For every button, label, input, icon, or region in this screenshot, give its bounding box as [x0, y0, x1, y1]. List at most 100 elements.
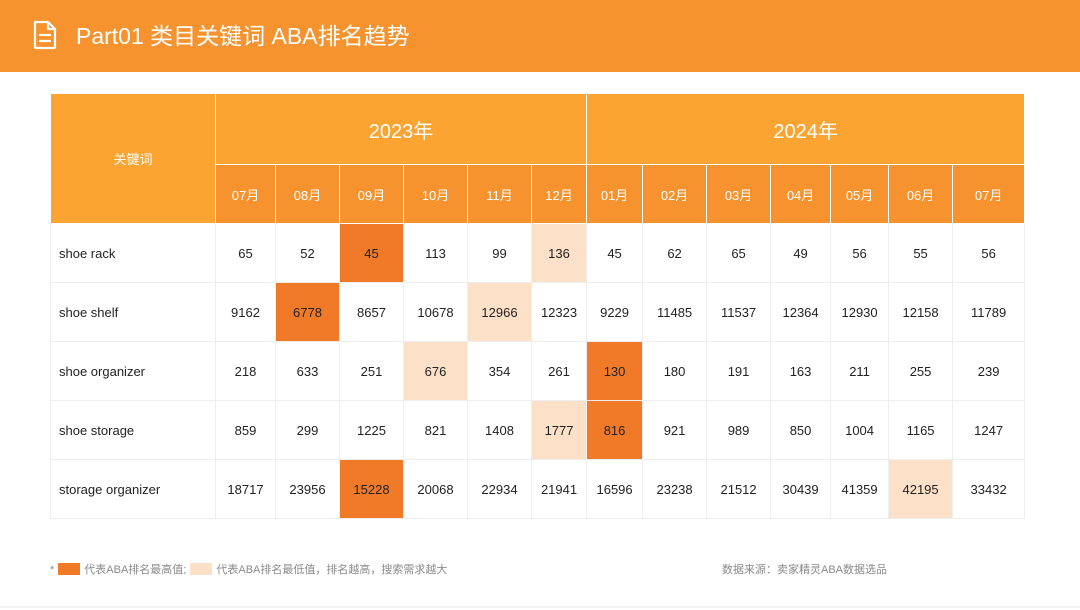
rank-cell: 55	[888, 223, 954, 283]
rank-cell: 9162	[215, 282, 276, 342]
rank-cell: 921	[642, 400, 708, 460]
month-header: 07月	[952, 164, 1026, 224]
rank-cell: 8657	[339, 282, 404, 342]
rank-cell: 20068	[403, 459, 468, 519]
keyword-cell: shoe storage	[50, 400, 216, 460]
rank-cell: 23956	[275, 459, 340, 519]
rank-cell: 99	[467, 223, 532, 283]
rank-cell: 1247	[952, 400, 1026, 460]
document-icon	[33, 20, 57, 50]
table-row: storage organizer 18717 23956 15228 2006…	[50, 459, 1026, 519]
rank-cell: 299	[275, 400, 340, 460]
rank-cell: 11485	[642, 282, 708, 342]
rank-cell: 41359	[830, 459, 890, 519]
rank-cell: 354	[467, 341, 532, 401]
rank-cell: 15228	[339, 459, 404, 519]
header-bar: Part01 类目关键词 ABA排名趋势	[0, 0, 1080, 72]
rank-cell: 45	[339, 223, 404, 283]
rank-cell: 16596	[586, 459, 644, 519]
month-header: 04月	[770, 164, 832, 224]
year-header-2023: 2023年	[214, 93, 588, 165]
rank-cell: 30439	[770, 459, 832, 519]
legend-high-text: 代表ABA排名最高值;	[84, 564, 187, 576]
rank-cell: 49	[770, 223, 832, 283]
month-header: 01月	[586, 164, 644, 224]
rank-cell: 191	[706, 341, 772, 401]
rank-cell: 239	[952, 341, 1026, 401]
table-row: shoe shelf 9162 6778 8657 10678 12966 12…	[50, 282, 1026, 342]
rank-cell: 22934	[467, 459, 532, 519]
rank-cell: 56	[830, 223, 890, 283]
rank-cell: 45	[586, 223, 644, 283]
rank-cell: 1777	[530, 400, 588, 460]
rank-cell: 23238	[642, 459, 708, 519]
rank-cell: 113	[403, 223, 468, 283]
rank-cell: 816	[586, 400, 644, 460]
rank-cell: 11789	[952, 282, 1026, 342]
rank-cell: 1408	[467, 400, 532, 460]
rank-cell: 859	[215, 400, 276, 460]
keyword-column-header: 关键词	[50, 93, 216, 224]
month-header: 05月	[830, 164, 890, 224]
rank-cell: 6778	[275, 282, 340, 342]
rank-cell: 52	[275, 223, 340, 283]
rank-cell: 1165	[888, 400, 954, 460]
rank-cell: 12158	[888, 282, 954, 342]
rank-cell: 21512	[706, 459, 772, 519]
keyword-cell: shoe organizer	[50, 341, 216, 401]
rank-cell: 211	[830, 341, 890, 401]
rank-cell: 10678	[403, 282, 468, 342]
rank-cell: 255	[888, 341, 954, 401]
month-header: 06月	[888, 164, 954, 224]
month-header: 09月	[339, 164, 404, 224]
data-source-note: 数据来源：卖家精灵ABA数据选品	[722, 564, 888, 576]
rank-cell: 65	[215, 223, 276, 283]
rank-cell: 1004	[830, 400, 890, 460]
rank-cell: 180	[642, 341, 708, 401]
rank-cell: 989	[706, 400, 772, 460]
month-header: 11月	[467, 164, 532, 224]
keyword-cell: shoe shelf	[50, 282, 216, 342]
rank-cell: 12323	[530, 282, 588, 342]
rank-cell: 676	[403, 341, 468, 401]
legend-swatch-low	[190, 563, 213, 575]
month-header: 08月	[275, 164, 340, 224]
rank-cell: 136	[530, 223, 588, 283]
rank-cell: 633	[275, 341, 340, 401]
rank-cell: 251	[339, 341, 404, 401]
rank-cell: 33432	[952, 459, 1026, 519]
keyword-cell: storage organizer	[50, 459, 216, 519]
legend-swatch-high	[58, 563, 81, 575]
rank-cell: 62	[642, 223, 708, 283]
year-header-2024: 2024年	[586, 93, 1026, 165]
month-header: 02月	[642, 164, 708, 224]
aba-rank-table: 关键词 2023年 2024年 07月 08月 09月 10月 11月 12月 …	[50, 93, 1026, 519]
keyword-cell: shoe rack	[50, 223, 216, 283]
rank-cell: 261	[530, 341, 588, 401]
table-row: shoe organizer 218 633 251 676 354 261 1…	[50, 341, 1026, 401]
rank-cell: 9229	[586, 282, 644, 342]
table-row: shoe rack 65 52 45 113 99 136 45 62 65 4…	[50, 223, 1026, 283]
table-row: shoe storage 859 299 1225 821 1408 1777 …	[50, 400, 1026, 460]
rank-cell: 1225	[339, 400, 404, 460]
legend: * 代表ABA排名最高值; 代表ABA排名最低值，排名越高，搜索需求越大	[50, 560, 447, 580]
rank-cell: 65	[706, 223, 772, 283]
rank-cell: 850	[770, 400, 832, 460]
page-title: Part01 类目关键词 ABA排名趋势	[76, 23, 410, 49]
rank-cell: 11537	[706, 282, 772, 342]
rank-cell: 21941	[530, 459, 588, 519]
rank-cell: 12364	[770, 282, 832, 342]
rank-cell: 12966	[467, 282, 532, 342]
rank-cell: 12930	[830, 282, 890, 342]
rank-cell: 821	[403, 400, 468, 460]
rank-cell: 18717	[215, 459, 276, 519]
rank-cell: 56	[952, 223, 1026, 283]
month-header: 07月	[215, 164, 276, 224]
rank-cell: 163	[770, 341, 832, 401]
rank-cell: 130	[586, 341, 644, 401]
month-header: 03月	[706, 164, 772, 224]
rank-cell: 42195	[888, 459, 954, 519]
bottom-divider	[0, 606, 1080, 608]
legend-asterisk: *	[50, 564, 55, 576]
legend-low-text: 代表ABA排名最低值，排名越高，搜索需求越大	[216, 564, 448, 576]
